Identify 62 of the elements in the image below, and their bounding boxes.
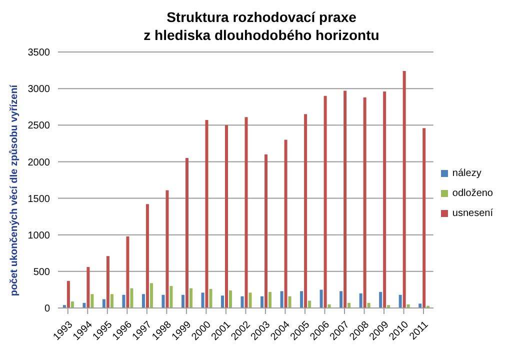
y-tick-label: 1500 — [28, 194, 50, 205]
bar — [66, 280, 70, 308]
bar — [264, 154, 268, 308]
bar — [166, 190, 169, 308]
y-tick-label: 2000 — [28, 157, 50, 168]
bar — [320, 290, 323, 308]
bar — [398, 294, 402, 308]
bar — [189, 288, 192, 308]
y-tick-label: 3000 — [28, 84, 50, 96]
y-tick-label: 1000 — [28, 230, 50, 242]
bar — [229, 290, 232, 308]
bar — [402, 71, 406, 308]
bar — [379, 292, 382, 308]
bar — [418, 304, 422, 308]
bar — [142, 294, 145, 308]
bar — [201, 292, 204, 308]
bar — [359, 293, 362, 308]
bar — [308, 300, 312, 308]
bar — [122, 294, 126, 308]
bar — [146, 204, 149, 308]
bar — [248, 292, 252, 308]
bar — [86, 267, 90, 308]
bar — [205, 120, 208, 308]
bar — [90, 294, 94, 308]
bar — [340, 291, 343, 308]
bar — [304, 114, 308, 308]
bar — [106, 256, 110, 308]
bar — [130, 288, 134, 308]
bar — [300, 291, 304, 308]
bar — [170, 286, 173, 308]
y-axis-title: počet ukončených věcí dle způsobu vyřízení — [10, 84, 21, 296]
bar — [150, 283, 153, 308]
bar — [225, 125, 228, 308]
bar — [185, 158, 188, 308]
bar — [284, 140, 288, 308]
bar — [240, 296, 244, 308]
bar — [344, 90, 347, 308]
bar — [260, 296, 264, 308]
y-tick-label: 2500 — [28, 120, 50, 132]
bar — [110, 294, 114, 308]
bar — [244, 117, 248, 308]
bar — [162, 294, 165, 308]
y-tick-label: 0 — [44, 304, 50, 315]
bar — [181, 294, 184, 308]
bar — [383, 91, 386, 308]
bar — [268, 292, 272, 308]
bar — [363, 97, 366, 308]
legend-label: usnesení — [452, 208, 493, 219]
bar — [221, 296, 224, 308]
bar — [70, 301, 74, 308]
bar — [422, 128, 426, 308]
y-tick-label: 500 — [33, 266, 50, 278]
legend-label: odloženo — [452, 188, 493, 199]
bar — [280, 291, 284, 308]
bar — [288, 296, 292, 308]
bar — [209, 288, 212, 308]
bar — [126, 236, 130, 308]
legend-label: nálezy — [452, 168, 482, 179]
bar — [102, 299, 106, 308]
bar — [324, 96, 327, 308]
y-tick-label: 3500 — [28, 48, 50, 59]
chart-title: Struktura rozhodovací praxe z hlediska dlouhodobého horizontu — [142, 8, 380, 44]
